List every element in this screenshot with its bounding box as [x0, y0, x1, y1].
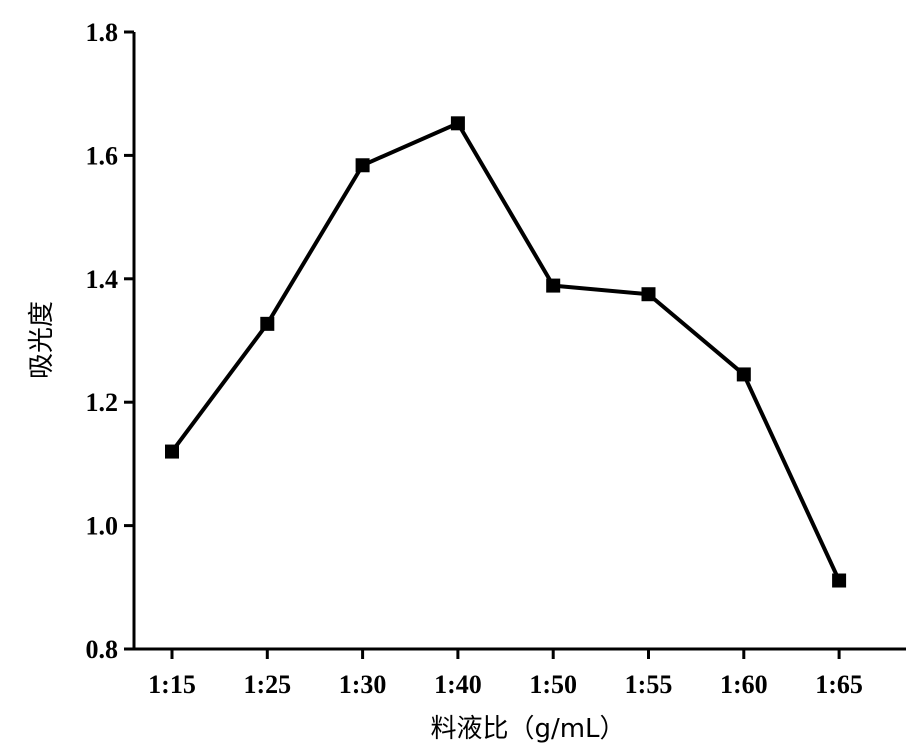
data-point [450, 116, 465, 131]
x-tick-label: 1:40 [434, 670, 482, 699]
data-point [832, 573, 847, 588]
y-tick-label: 1.0 [86, 512, 119, 541]
x-tick-label: 1:60 [720, 670, 768, 699]
x-tick-label: 1:15 [148, 670, 196, 699]
y-tick-label: 1.8 [86, 18, 119, 47]
x-axis-ticks: 1:15 1:25 1:30 1:40 1:50 1:55 1:60 1:65 [148, 649, 863, 699]
data-point [355, 158, 370, 173]
x-tick-label: 1:55 [625, 670, 673, 699]
x-axis-title: 料液比（g/mL） [430, 714, 625, 744]
y-axis-title: 吸光度 [27, 301, 57, 379]
data-markers [165, 116, 847, 588]
x-tick-label: 1:30 [339, 670, 387, 699]
y-tick-label: 1.2 [86, 388, 119, 417]
y-tick-label: 1.6 [86, 141, 119, 170]
data-point [546, 278, 561, 293]
y-tick-label: 0.8 [86, 635, 119, 664]
data-point [165, 444, 179, 459]
data-point [736, 367, 751, 382]
x-tick-label: 1:50 [529, 670, 577, 699]
x-tick-label: 1:65 [815, 670, 863, 699]
data-point [260, 316, 275, 331]
y-axis-ticks: 0.8 1.0 1.2 1.4 1.6 1.8 [86, 18, 134, 664]
series-line [170, 121, 841, 582]
data-point [641, 287, 656, 302]
x-tick-label: 1:25 [243, 670, 291, 699]
y-tick-label: 1.4 [86, 265, 119, 294]
